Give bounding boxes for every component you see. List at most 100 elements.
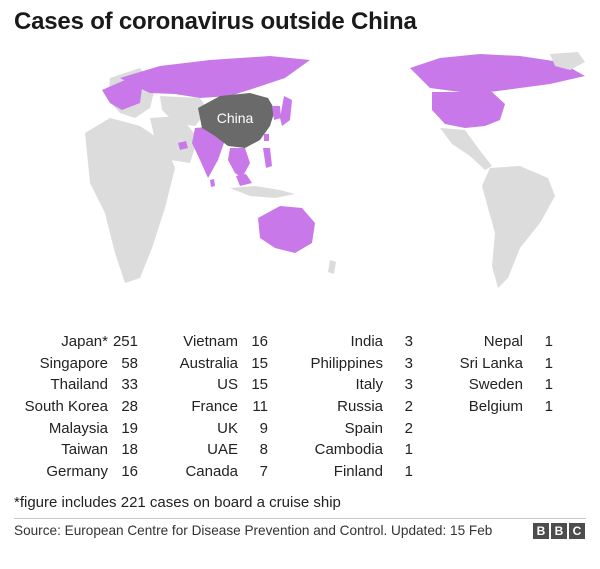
country-name: Sri Lanka <box>459 354 523 372</box>
case-count: 16 <box>121 463 138 481</box>
new-zealand-land <box>328 260 336 274</box>
case-count: 19 <box>121 419 138 437</box>
table-row: Cambodia 1 <box>280 439 425 461</box>
africa-land <box>85 118 175 283</box>
japan-affected <box>280 96 292 126</box>
country-name: Germany <box>46 463 108 481</box>
case-count: 2 <box>404 419 413 437</box>
cases-column-2: Vietnam 16 Australia 15 US 15 France 11 UK 9 UAE 8 C… <box>150 331 280 483</box>
case-count: 2 <box>404 398 413 416</box>
europe-affected <box>102 80 142 110</box>
world-map-svg: China <box>85 52 585 288</box>
bbc-logo: B B C <box>533 523 585 539</box>
country-name: Vietnam <box>183 333 238 350</box>
uae-affected <box>178 141 188 150</box>
table-row: Sri Lanka 1 <box>425 353 565 375</box>
country-name: Singapore <box>39 354 108 372</box>
sri-lanka-affected <box>210 179 215 187</box>
country-name: Canada <box>185 463 238 481</box>
cases-column-1: Japan* 251 Singapore 58 Thailand 33 South Kore… <box>0 331 150 483</box>
table-row: Vietnam 16 <box>150 331 280 353</box>
chart-title: Cases of coronavirus outside China <box>14 8 417 35</box>
table-row: South Korea 28 <box>0 396 150 418</box>
us-affected <box>432 92 505 128</box>
case-count: 1 <box>404 463 413 481</box>
australia-affected <box>258 206 315 253</box>
country-name: Malaysia <box>48 419 108 437</box>
china-shape <box>198 93 275 148</box>
table-row: UK 9 <box>150 418 280 440</box>
table-row: France 11 <box>150 396 280 418</box>
cases-column-3: India 3 Philippines 3 Italy 3 Russia 2 Spain 2 Cam… <box>280 331 425 483</box>
table-row: Australia 15 <box>150 353 280 375</box>
cases-column-4: Nepal 1 Sri Lanka 1 Sweden 1 Belgium 1 <box>425 331 565 418</box>
table-row: US 15 <box>150 374 280 396</box>
table-row: Finland 1 <box>280 461 425 483</box>
middle-east-land <box>150 116 198 163</box>
country-name: Italy <box>355 376 383 394</box>
case-count: 1 <box>404 441 413 459</box>
case-count: 8 <box>259 441 268 459</box>
table-row: Sweden 1 <box>425 374 565 396</box>
country-name: Australia <box>179 354 238 372</box>
canada-affected <box>410 54 585 92</box>
philippines-affected <box>263 148 272 168</box>
table-row: Japan* 251 <box>0 331 150 353</box>
india-affected <box>192 126 225 178</box>
table-row: Philippines 3 <box>280 353 425 375</box>
country-name: Spain <box>344 419 383 437</box>
country-name: Nepal <box>483 333 523 350</box>
footnote: *figure includes 221 cases on board a cr… <box>14 494 341 511</box>
se-asia-affected <box>228 148 250 178</box>
divider <box>14 518 586 519</box>
case-count: 9 <box>259 419 268 437</box>
greenland-land <box>550 52 585 70</box>
malaysia-affected <box>236 174 252 186</box>
source-text: Source: European Centre for Disease Prev… <box>14 523 493 538</box>
central-america-land <box>440 128 492 170</box>
country-name: Japan* <box>61 333 108 350</box>
case-count: 18 <box>121 441 138 459</box>
table-row: Malaysia 19 <box>0 418 150 440</box>
country-name: Taiwan <box>61 441 108 459</box>
country-name: Belgium <box>468 398 523 416</box>
table-row: Belgium 1 <box>425 396 565 418</box>
table-row: Canada 7 <box>150 461 280 483</box>
table-row: UAE 8 <box>150 439 280 461</box>
table-row: Singapore 58 <box>0 353 150 375</box>
case-count: 58 <box>121 354 138 372</box>
country-name: US <box>217 376 238 394</box>
case-count: 3 <box>404 354 413 372</box>
country-name: Russia <box>337 398 383 416</box>
bbc-logo-letter-3: C <box>569 523 585 539</box>
case-count: 28 <box>121 398 138 416</box>
country-name: Sweden <box>468 376 523 394</box>
case-count: 16 <box>251 333 268 350</box>
table-row: Taiwan 18 <box>0 439 150 461</box>
case-count: 1 <box>544 398 553 416</box>
country-name: Thailand <box>50 376 108 394</box>
taiwan-affected <box>264 134 269 141</box>
case-count: 33 <box>121 376 138 394</box>
country-name: Cambodia <box>314 441 383 459</box>
case-count: 3 <box>404 333 413 350</box>
china-label: China <box>217 110 254 126</box>
case-count: 251 <box>112 333 138 350</box>
south-america-land <box>482 166 555 288</box>
bbc-logo-letter-1: B <box>533 523 549 539</box>
indonesia-land <box>230 186 295 198</box>
country-name: Philippines <box>310 354 383 372</box>
case-count: 15 <box>251 376 268 394</box>
table-row: Russia 2 <box>280 396 425 418</box>
table-row: Thailand 33 <box>0 374 150 396</box>
cases-table: Japan* 251 Singapore 58 Thailand 33 South Kore… <box>0 331 600 491</box>
table-row: Germany 16 <box>0 461 150 483</box>
case-count: 1 <box>544 376 553 394</box>
country-name: UK <box>217 419 238 437</box>
korea-affected <box>272 106 281 120</box>
russia-affected <box>120 56 310 98</box>
table-row: Spain 2 <box>280 418 425 440</box>
country-name: India <box>350 333 383 350</box>
country-name: Finland <box>333 463 383 481</box>
case-count: 7 <box>259 463 268 481</box>
